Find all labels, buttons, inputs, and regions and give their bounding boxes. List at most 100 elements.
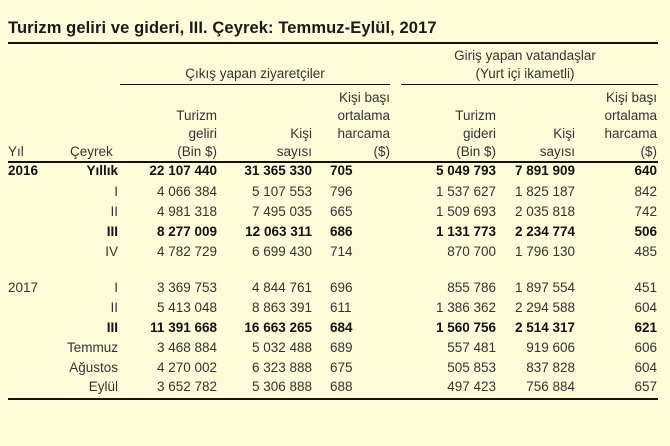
cell-in-avg: 506 (634, 224, 657, 239)
cell-in-expense: 1 537 627 (435, 184, 496, 199)
cell-in-avg: 657 (634, 379, 657, 394)
cell-in-avg: 485 (634, 244, 657, 259)
cell-out-income: 5 413 048 (156, 300, 217, 315)
cell-out-avg: 686 (330, 224, 353, 239)
cell-out-income: 3 369 753 (156, 280, 217, 295)
cell-out-income: 8 277 009 (156, 224, 217, 239)
cell-out-income: 4 782 729 (156, 244, 217, 259)
table-row: Ağustos 4 270 002 6 323 888 675 505 853 837 8… (0, 360, 670, 378)
cell-in-expense: 855 786 (447, 280, 496, 295)
cell-out-persons: 31 365 330 (244, 163, 312, 178)
cell-out-persons: 12 063 311 (245, 224, 312, 239)
cell-in-avg: 606 (634, 340, 657, 355)
cell-out-persons: 7 495 035 (251, 204, 312, 219)
group-header-outbound: Çıkış yapan ziyaretçiler (185, 66, 325, 81)
cell-period: Ağustos (69, 360, 118, 375)
cell-out-persons: 5 032 488 (251, 340, 312, 355)
cell-out-persons: 6 699 430 (251, 244, 312, 259)
table-row: Eylül 3 652 782 5 306 888 688 497 423 756 884… (0, 379, 670, 397)
cell-out-income: 4 981 318 (156, 204, 217, 219)
cell-in-expense: 1 509 693 (435, 204, 496, 219)
group-header-inbound-line1: Giriş yapan vatandaşlar (454, 48, 596, 63)
cell-out-persons: 6 323 888 (251, 360, 312, 375)
cell-in-persons: 756 884 (526, 379, 575, 394)
cell-in-expense: 870 700 (447, 244, 496, 259)
table-row: IV 4 782 729 6 699 430 714 870 700 1 796 130 4… (0, 244, 670, 262)
cell-in-expense: 1 131 773 (435, 224, 496, 239)
cell-year: 2017 (8, 280, 39, 295)
cell-in-persons: 1 796 130 (514, 244, 575, 259)
cell-out-income: 11 391 668 (150, 320, 217, 335)
cell-out-avg: 705 (330, 163, 353, 178)
cell-period: Yıllık (86, 163, 118, 178)
cell-out-avg: 675 (330, 360, 353, 375)
cell-period: Eylül (88, 379, 118, 394)
group-inbound-rule (401, 84, 658, 85)
cell-out-income: 22 107 440 (149, 163, 217, 178)
cell-out-persons: 16 663 265 (244, 320, 312, 335)
cell-out-avg: 665 (330, 204, 353, 219)
group-outbound-rule (120, 84, 390, 85)
cell-period: IV (105, 244, 118, 259)
cell-out-income: 4 066 384 (156, 184, 217, 199)
cell-period: I (114, 280, 118, 295)
cell-out-avg: 689 (330, 340, 353, 355)
table-row: 2017 I 3 369 753 4 844 761 696 855 786 1 897 5… (0, 280, 670, 298)
cell-period: II (110, 300, 118, 315)
cell-in-persons: 7 891 909 (514, 163, 575, 178)
cell-in-persons: 2 514 317 (514, 320, 575, 335)
cell-in-avg: 451 (634, 280, 657, 295)
table-title: Turizm geliri ve gideri, III. Çeyrek: Te… (8, 19, 437, 37)
cell-out-avg: 796 (330, 184, 353, 199)
cell-in-persons: 837 828 (526, 360, 575, 375)
table-row: III 11 391 668 16 663 265 684 1 560 756 2 514… (0, 320, 670, 338)
cell-period: III (106, 320, 118, 335)
cell-out-persons: 5 306 888 (251, 379, 312, 394)
table-row: II 4 981 318 7 495 035 665 1 509 693 2 035 81… (0, 204, 670, 222)
cell-out-income: 4 270 002 (156, 360, 217, 375)
cell-in-avg: 742 (634, 204, 657, 219)
cell-out-avg: 688 (330, 379, 353, 394)
cell-year: 2016 (8, 163, 39, 178)
cell-in-persons: 919 606 (526, 340, 575, 355)
cell-out-income: 3 652 782 (156, 379, 217, 394)
cell-in-avg: 604 (634, 360, 657, 375)
cell-in-persons: 1 825 187 (514, 184, 575, 199)
cell-in-expense: 557 481 (447, 340, 496, 355)
cell-in-avg: 604 (634, 300, 657, 315)
cell-in-expense: 5 049 793 (435, 163, 496, 178)
table-row: I 4 066 384 5 107 553 796 1 537 627 1 825 187… (0, 184, 670, 202)
cell-out-persons: 8 863 391 (251, 300, 312, 315)
cell-period: II (110, 204, 118, 219)
cell-out-avg: 696 (330, 280, 353, 295)
cell-in-avg: 842 (634, 184, 657, 199)
cell-in-persons: 2 035 818 (514, 204, 575, 219)
col-header-quarter: Çeyrek (70, 144, 113, 159)
table-row: II 5 413 048 8 863 391 611 1 386 362 2 294 58… (0, 300, 670, 318)
cell-out-avg: 714 (330, 244, 353, 259)
cell-in-expense: 1 386 362 (435, 300, 496, 315)
cell-out-persons: 5 107 553 (251, 184, 312, 199)
cell-in-persons: 2 294 588 (514, 300, 575, 315)
cell-period: Temmuz (66, 340, 118, 355)
table-bottom-rule (8, 398, 658, 400)
cell-in-persons: 1 897 554 (514, 280, 575, 295)
header-bottom-rule (8, 161, 658, 163)
cell-out-avg: 611 (330, 300, 352, 315)
cell-in-persons: 2 234 774 (514, 224, 575, 239)
cell-period: I (114, 184, 118, 199)
table-row: Temmuz 3 468 884 5 032 488 689 557 481 919 60… (0, 340, 670, 358)
table-row: III 8 277 009 12 063 311 686 1 131 773 2 234 … (0, 224, 670, 242)
cell-out-income: 3 468 884 (156, 340, 217, 355)
cell-in-expense: 505 853 (447, 360, 496, 375)
title-underline (8, 42, 658, 44)
cell-in-avg: 640 (634, 163, 657, 178)
cell-out-persons: 4 844 761 (251, 280, 312, 295)
cell-in-expense: 497 423 (447, 379, 496, 394)
cell-out-avg: 684 (330, 320, 353, 335)
col-header-year: Yıl (8, 144, 24, 159)
group-header-inbound-line2: (Yurt içi ikametli) (475, 66, 575, 81)
table-row: 2016 Yıllık 22 107 440 31 365 330 705 5 049 7… (0, 163, 670, 181)
cell-in-expense: 1 560 756 (435, 320, 496, 335)
cell-in-avg: 621 (634, 320, 657, 335)
